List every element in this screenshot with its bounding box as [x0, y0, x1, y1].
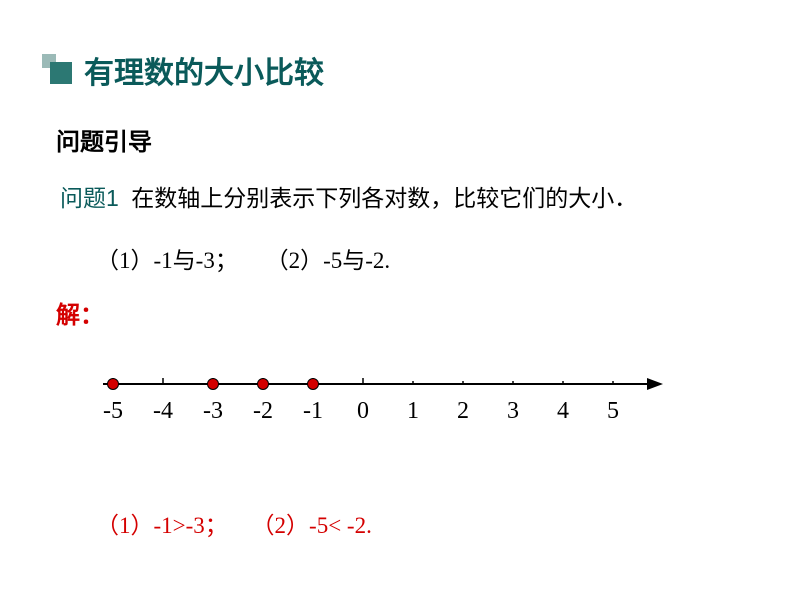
- numline-label: -4: [153, 398, 173, 425]
- answer-2: （2）-5< -2.: [252, 513, 372, 538]
- numline-label: -5: [103, 398, 123, 425]
- decor-square-big: [50, 62, 72, 84]
- option-1: （1）-1与-3；: [96, 248, 238, 273]
- numline-label: -1: [303, 398, 323, 425]
- numline-label: 1: [407, 398, 419, 425]
- numline-label: 0: [357, 398, 369, 425]
- numline-label: 5: [607, 398, 619, 425]
- options-row: （1）-1与-3； （2）-5与-2.: [96, 241, 794, 275]
- answer-row: （1）-1>-3； （2）-5< -2.: [96, 506, 794, 540]
- question-text: 在数轴上分别表示下列各对数，比较它们的大小．: [131, 185, 637, 211]
- numline-label: 3: [507, 398, 519, 425]
- slide-header: 有理数的大小比较: [0, 0, 794, 92]
- numline-label: -3: [203, 398, 223, 425]
- solution-label: 解：: [56, 295, 794, 330]
- numline-label: 2: [457, 398, 469, 425]
- numline-label: -2: [253, 398, 273, 425]
- page-title: 有理数的大小比较: [84, 48, 324, 92]
- answer-1: （1）-1>-3；: [96, 513, 228, 538]
- question-row: 问题1 在数轴上分别表示下列各对数，比较它们的大小．: [60, 179, 794, 213]
- section-heading: 问题引导: [56, 122, 794, 157]
- number-line-diagram: -5 -4 -3 -2 -1 0 1 2 3 4 5: [0, 366, 794, 456]
- numline-label: 4: [557, 398, 569, 425]
- question-label: 问题1: [60, 185, 119, 211]
- option-2: （2）-5与-2.: [266, 248, 391, 273]
- header-decor-icon: [42, 54, 74, 86]
